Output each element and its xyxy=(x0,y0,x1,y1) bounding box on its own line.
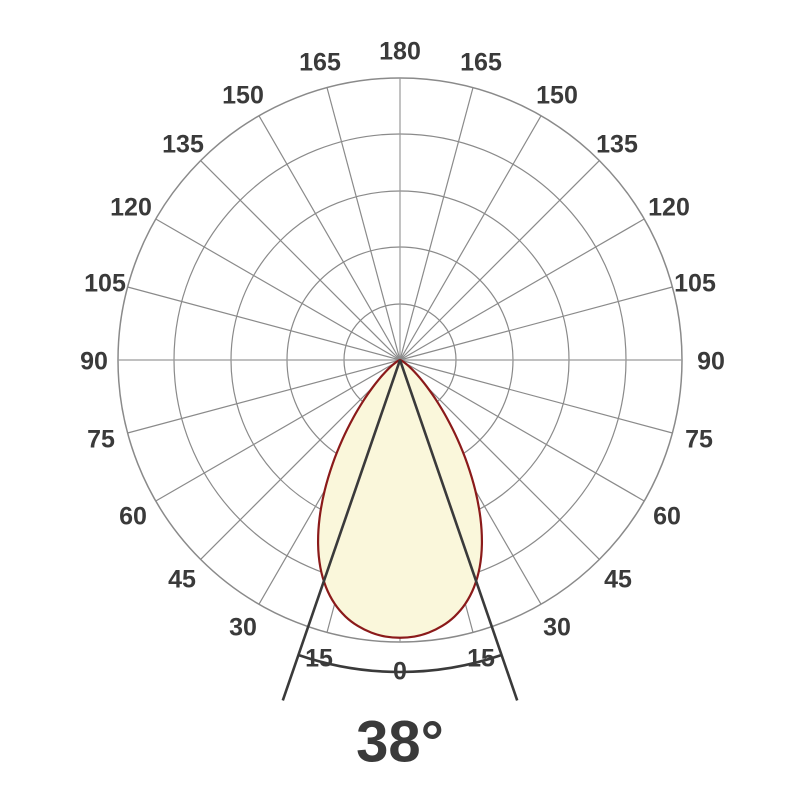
angle-tick-label: 120 xyxy=(110,194,152,222)
angle-tick-label: 90 xyxy=(80,348,108,376)
grid-spoke xyxy=(399,359,600,560)
angle-tick-label: 75 xyxy=(685,426,713,454)
beam-cone-left-line xyxy=(281,359,402,701)
angle-tick-labels: 0 15 15 30 30 45 45 60 60 105 105 75 75 90 90 120 120 135… xyxy=(80,38,725,686)
intensity-curve-stroke xyxy=(316,358,484,639)
grid-spoke xyxy=(155,218,401,361)
angle-tick-label: 150 xyxy=(536,82,578,110)
intensity-curve-fill xyxy=(318,360,482,638)
beam-cone-arc xyxy=(297,653,503,674)
grid-spoke xyxy=(127,286,401,361)
beam-cone-right-line xyxy=(398,359,519,701)
angle-tick-label: 60 xyxy=(653,503,681,531)
grid-spoke xyxy=(399,359,673,434)
grid-spoke xyxy=(399,87,474,361)
angle-tick-label: 120 xyxy=(648,194,690,222)
grid-spokes xyxy=(118,78,682,642)
intensity-distribution xyxy=(316,358,484,639)
angle-tick-label: 105 xyxy=(674,270,716,298)
grid-spoke xyxy=(399,160,600,361)
beam-angle-label: 38° xyxy=(356,709,444,774)
angle-tick-label: 75 xyxy=(87,426,115,454)
grid-spoke xyxy=(127,359,401,434)
angle-tick-label: 90 xyxy=(697,348,725,376)
grid-spoke xyxy=(200,160,401,361)
grid-spoke xyxy=(326,87,401,361)
angle-tick-label: 45 xyxy=(604,566,632,594)
angle-tick-label: 135 xyxy=(596,131,638,159)
angle-tick-label: 30 xyxy=(543,614,571,642)
angle-tick-label: 165 xyxy=(460,49,502,77)
angle-tick-label: 15 xyxy=(305,645,333,673)
grid-spoke xyxy=(200,359,401,560)
beam-angle-cone xyxy=(281,359,519,701)
angle-tick-label: 105 xyxy=(84,270,126,298)
grid-spoke xyxy=(155,359,401,502)
angle-tick-label: 180 xyxy=(379,38,421,66)
angle-tick-label: 165 xyxy=(299,49,341,77)
angle-tick-label: 30 xyxy=(229,614,257,642)
grid-spoke xyxy=(399,218,645,361)
grid-spoke xyxy=(399,359,645,502)
angle-tick-label: 45 xyxy=(168,566,196,594)
angle-tick-label: 150 xyxy=(222,82,264,110)
angle-tick-label: 15 xyxy=(467,645,495,673)
grid-spoke xyxy=(399,115,542,361)
grid-spoke xyxy=(258,115,401,361)
angle-tick-label: 0 xyxy=(393,658,407,686)
grid-spoke xyxy=(399,286,673,361)
angle-tick-label: 135 xyxy=(162,131,204,159)
angle-tick-label: 60 xyxy=(119,503,147,531)
